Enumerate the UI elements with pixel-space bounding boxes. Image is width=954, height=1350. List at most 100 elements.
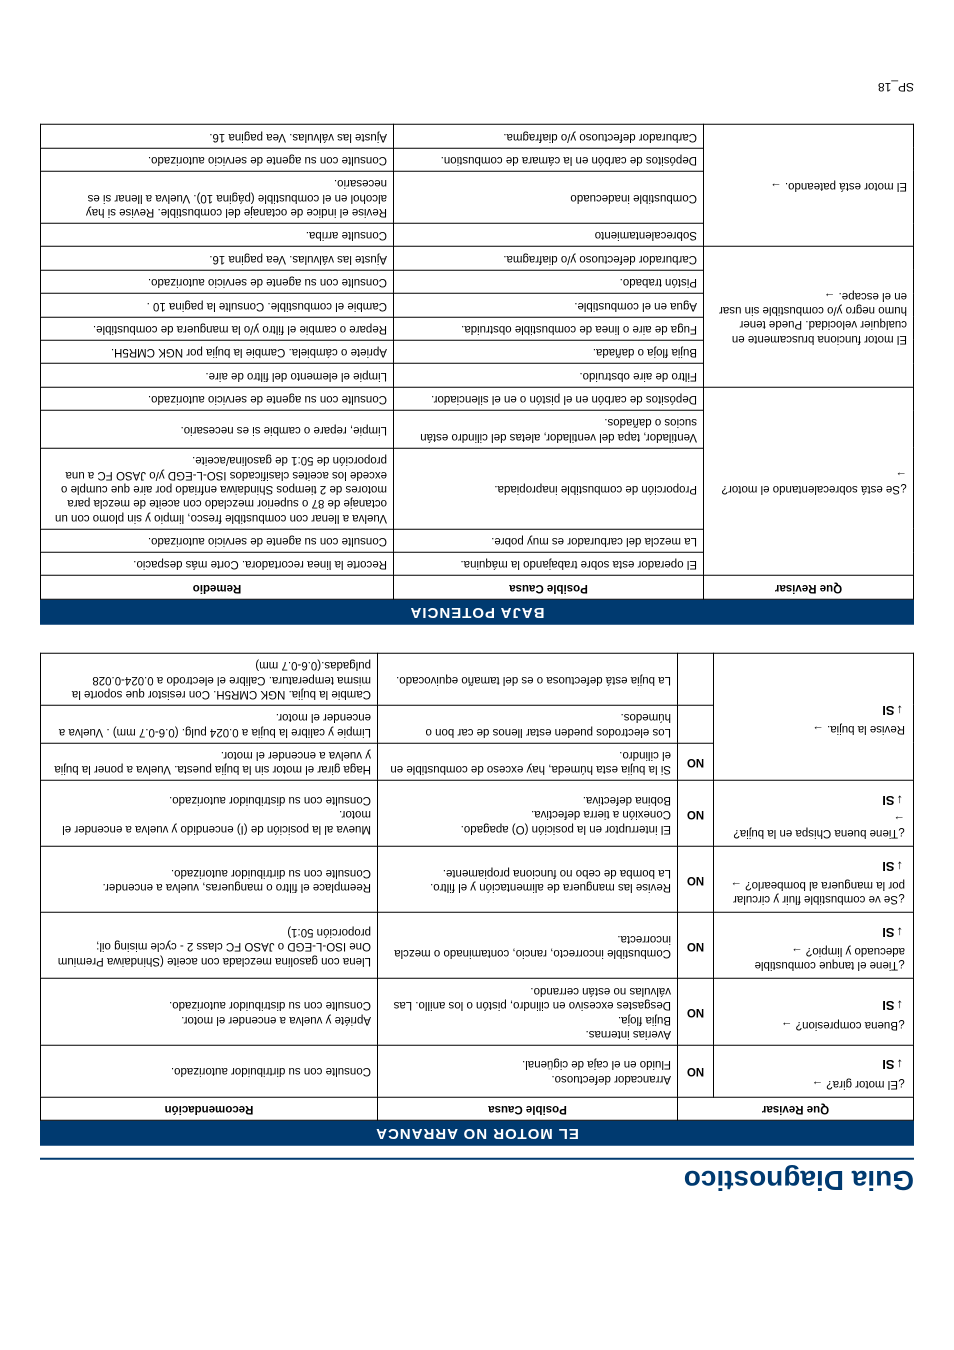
remedy-text: Consulte con su dirtribuidor autorizado. [41, 1045, 378, 1097]
check-question: ¿Se está sobrecalentando el motor? [722, 468, 907, 494]
si-arrow: SI [720, 791, 903, 807]
cause-text: Proporción de combustible inapropiada. [394, 448, 704, 529]
remedy-text: Revise el indice de octanaje del combust… [41, 171, 394, 223]
remedy-text: Apriéte y vuelva a encender el motor. [47, 1012, 371, 1026]
no-cell: NO [678, 1045, 714, 1097]
table-row: ¿Tiene buena Chispa en la bujia? SI NO E… [41, 781, 914, 847]
th-remedy: Recomendación [41, 1097, 378, 1120]
cause-text: Si la bujia esta húmeda, hay exceso de c… [378, 743, 678, 781]
check-question: ¿El motor gira? [720, 1074, 907, 1092]
no-cell: NO [678, 781, 714, 847]
cause-text: Depósitos de carbón en el pistón o en el… [394, 387, 704, 410]
cause-text: Bobina defectiva. [384, 792, 671, 806]
cause-text: Bujia floja. [384, 1012, 671, 1026]
th-remedy: Remedio [41, 576, 394, 599]
cause-text: La bomba de cebo no funciona propiamente… [384, 865, 671, 879]
table-row: ¿Se ve combustible fluir y circular por … [41, 847, 914, 913]
table-no-arranca: Que Revisar Posible Causa Recomendación … [40, 653, 914, 1121]
cause-text: Combustible incorrecto, rancio, contamin… [378, 913, 678, 979]
cause-text: Los electrodos pueden estar llenos de ca… [378, 705, 678, 743]
th-cause: Posible Causa [378, 1097, 678, 1120]
cause-text: Combustible inadecuado [394, 171, 704, 223]
no-cell: NO [678, 979, 714, 1046]
remedy-text: Limpie y calibre la bujia a 0.024 pulg. … [41, 705, 378, 743]
table-row: El motor está pateando. Sobrecalentamien… [41, 223, 914, 246]
remedy-text: Mueva al la posición de (I) encendido y … [47, 807, 371, 836]
table-row: ¿El motor gira? SI NO Arrancador defectu… [41, 1045, 914, 1097]
table-row: ¿Buena compresion? SI NO Averias interna… [41, 979, 914, 1046]
table-header-row: Que Revisar Posible Causa Remedio [41, 576, 914, 599]
remedy-text: Llena con gasolina mezclada con aceite (… [41, 913, 378, 979]
remedy-text: Cambie el combustible. Consulte la pagin… [41, 294, 394, 317]
cause-text: Carburador defectuoso y/o diafragma. [394, 247, 704, 270]
check-question: ¿Se ve combustible fluir y circular por … [720, 876, 907, 909]
remedy-text: Consulte con su agente de servicio autor… [41, 387, 394, 410]
section1-heading: EL MOTOR NO ARRANCA [40, 1121, 914, 1146]
table-row: ¿Tiene el tanque combustible adecuado y … [41, 913, 914, 979]
page-title: Guia Diagnostico [40, 1158, 914, 1196]
footer-page-code: SP_18 [40, 80, 914, 94]
remedy-text: Consulte arriba. [41, 223, 394, 246]
remedy-text: Apriete o cámbiela. Cambie la bujia por … [41, 340, 394, 363]
table-row: El motor funciona bruscamente en cualqui… [41, 364, 914, 387]
remedy-text: Repare o cambie el filtro y/o la manguer… [41, 317, 394, 340]
remedy-text: Consulte con su agente de servicio autor… [41, 529, 394, 552]
remedy-text: Recorte la linea recortadora. Corte más … [41, 552, 394, 575]
th-check: Que Revisar [704, 576, 914, 599]
remedy-text: Cambie la bujia. NGK CMR5H. Con resistor… [41, 653, 378, 705]
cause-text: Fuga de aire o linea de combustible obst… [394, 317, 704, 340]
cause-text: Ventilador, tapa del ventilador, aletas … [394, 410, 704, 448]
table-header-row: Que Revisar Posible Causa Recomendación [41, 1097, 914, 1120]
cause-text: Conexión a tierra defectiva. [384, 807, 671, 821]
remedy-text: Vuelva a llenar con combustible fresco, … [41, 448, 394, 529]
section2-heading: BAJA POTENCIA [40, 600, 914, 625]
remedy-text: Reemplace el filtro o mangueras, vuelva … [47, 880, 371, 894]
remedy-text: Consulte con su dirtribuidor autorizado. [47, 865, 371, 879]
check-question: ¿Buena compresion? [720, 1015, 907, 1033]
no-cell-empty [678, 653, 714, 705]
cause-text: Arrancador defectuoso. [384, 1071, 671, 1085]
no-cell: NO [678, 743, 714, 781]
cause-text: Filtro de aire obstruido. [394, 364, 704, 387]
no-cell: NO [678, 913, 714, 979]
cause-text: La mezcla del carburador es muy pobre. [394, 529, 704, 552]
remedy-text: Consulte con su distribuidor autorizado. [47, 998, 371, 1012]
si-arrow: SI [720, 923, 903, 939]
cause-text: Bujia floja o dañada. [394, 340, 704, 363]
si-arrow: SI [720, 997, 903, 1013]
check-question: ¿Tiene buena Chispa en la bujia? [720, 810, 907, 843]
remedy-text: Consulte con su distribuidor autorizado. [47, 792, 371, 806]
check-question: ¿Tiene el tanque combustible adecuado y … [720, 942, 907, 975]
cause-text: Pistón trabado. [394, 270, 704, 293]
check-question: El motor funciona bruscamente en cualqui… [719, 290, 907, 345]
cause-text: Fluido en el caja de cigüenal. [384, 1057, 671, 1071]
cause-text: El operador esta sobre trabajando la máq… [394, 552, 704, 575]
cause-text: El interruptor en la posición (O) apagad… [384, 821, 671, 835]
table-row: ¿Se está sobrecalentando el motor? El op… [41, 552, 914, 575]
remedy-text: Haga girar el motor sin la bujia puesta.… [41, 743, 378, 781]
check-question: Revise la bujia. [720, 720, 907, 738]
cause-text: Sobrecalentamiento [394, 223, 704, 246]
no-cell: NO [678, 847, 714, 913]
th-cause: Posible Causa [394, 576, 704, 599]
remedy-text: Limpie el elemento del filtro de aire. [41, 364, 394, 387]
remedy-text: Ajuste las válvulas. Vea pagina 16. [41, 125, 394, 148]
no-cell-empty [678, 705, 714, 743]
cause-text: Depósitos de carbón en la cámara de comb… [394, 148, 704, 171]
si-arrow: SI [720, 702, 903, 718]
remedy-text: Consulte con su agente de servicio autor… [41, 148, 394, 171]
cause-text: Carburador defectuoso y/o diafragma. [394, 125, 704, 148]
si-arrow: SI [720, 857, 903, 873]
check-question: El motor está pateando. [770, 180, 907, 192]
remedy-text: Limpie, repare o cambie si es necesario. [41, 410, 394, 448]
si-arrow: SI [720, 1056, 903, 1072]
remedy-text: Ajuste las válvulas. Vea pagina 16. [41, 247, 394, 270]
th-check: Que Revisar [678, 1097, 914, 1120]
cause-text: La bujia está defectuosa o es del tamaño… [378, 653, 678, 705]
cause-text: Averias internas. [384, 1026, 671, 1040]
remedy-text: Consulte con su agente de servicio autor… [41, 270, 394, 293]
cause-text: Desgastes excesivo en cilindro, pistón o… [384, 983, 671, 1012]
cause-text: Agua en el combustible. [394, 294, 704, 317]
table-row: Revise la bujia. SI NO Si la bujia esta … [41, 743, 914, 781]
cause-text: Revise las manguera de alimentación y el… [384, 880, 671, 894]
